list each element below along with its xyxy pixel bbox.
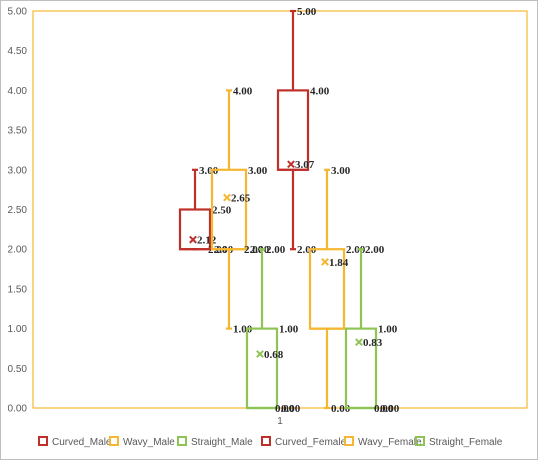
data-label-min: 2.00 (297, 244, 317, 256)
data-label-q3: 2.50 (212, 205, 232, 217)
data-label-mean: 3.07 (295, 159, 315, 171)
y-tick-label: 3.00 (8, 165, 28, 176)
data-label-q3: 4.00 (310, 85, 330, 97)
y-tick-label: 1.00 (8, 324, 28, 335)
mean-marker (287, 160, 295, 169)
y-tick-label: 3.50 (8, 126, 28, 137)
box[interactable] (245, 327, 279, 410)
y-tick-label: 1.50 (8, 284, 28, 295)
data-label-max: 3.00 (331, 165, 351, 177)
data-label-q1: 0.00 (380, 403, 400, 415)
legend-entry-label: Wavy_Female (358, 437, 422, 448)
legend-swatch (109, 436, 119, 446)
data-label-max: 5.00 (297, 6, 317, 18)
data-label-q3: 1.00 (378, 324, 398, 336)
legend-swatch (38, 436, 48, 446)
data-label-median: 0.00 (275, 403, 295, 415)
legend-entry-label: Straight_Female (429, 437, 503, 448)
mean-marker (189, 235, 197, 244)
data-label-q1: 0.00 (281, 403, 301, 415)
plot-area (32, 10, 528, 409)
data-label-max: 2.00 (266, 244, 286, 256)
y-tick-label: 4.00 (8, 86, 28, 97)
mean-marker (355, 338, 363, 347)
mean-marker (223, 193, 231, 202)
mean-marker (321, 257, 329, 266)
legend-swatch (177, 436, 187, 446)
x-tick-label: 1 (277, 416, 283, 427)
y-tick-label: 5.00 (8, 7, 28, 18)
y-tick-label: 4.50 (8, 46, 28, 57)
legend-entry-label: Straight_Male (191, 437, 253, 448)
mean-marker (256, 350, 264, 358)
data-label-max: 3.00 (199, 165, 219, 177)
data-label-mean: 2.65 (231, 193, 251, 205)
legend-swatch (344, 436, 354, 446)
y-tick-label: 2.50 (8, 205, 28, 216)
box[interactable] (276, 89, 310, 171)
data-label-q3: 3.00 (248, 165, 268, 177)
data-label-max: 2.00 (365, 244, 385, 256)
y-tick-label: 0.50 (8, 364, 28, 375)
legend-swatch (261, 436, 271, 446)
y-tick-label: 2.00 (8, 245, 28, 256)
legend-entry-label: Curved_Female (275, 437, 347, 448)
data-label-max: 4.00 (233, 85, 253, 97)
y-tick-label: 0.00 (8, 404, 28, 415)
legend-entry-label: Curved_Male (52, 437, 112, 448)
data-label-mean: 0.68 (264, 349, 284, 361)
data-label-median: 2.00 (244, 244, 264, 256)
data-label-mean: 1.84 (329, 257, 349, 269)
data-label-mean: 0.83 (363, 337, 383, 349)
legend-swatch (415, 436, 425, 446)
data-label-median: 0.00 (374, 403, 394, 415)
data-label-q3: 1.00 (279, 324, 299, 336)
legend-entry-label: Wavy_Male (123, 437, 175, 448)
